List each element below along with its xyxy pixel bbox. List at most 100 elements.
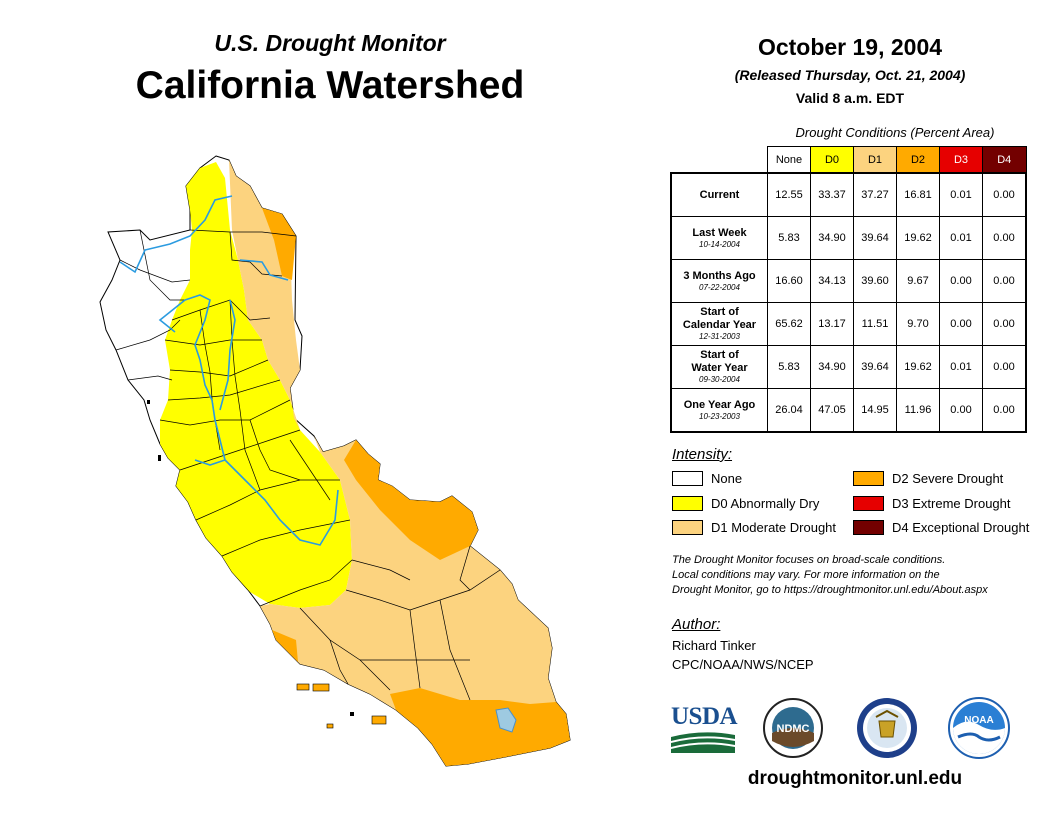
map-subtitle: U.S. Drought Monitor (214, 30, 446, 56)
table-cell: 47.05 (810, 388, 854, 433)
table-row: One Year Ago 10-23-2003 26.04 47.05 14.95 11.… (670, 388, 1027, 433)
table-cell: 0.00 (982, 345, 1027, 389)
island (312, 683, 330, 692)
map-title: California Watershed (135, 64, 525, 107)
row-label: Start of Water Year 09-30-2004 (670, 345, 768, 389)
d2-region-coast (272, 630, 298, 662)
table-cell: 0.00 (939, 388, 983, 433)
row-label: 3 Months Ago 07-22-2004 (670, 259, 768, 303)
table-cell: 11.51 (853, 302, 897, 346)
ndmc-logo: NDMC (763, 698, 823, 758)
row-date: 07-22-2004 (699, 282, 740, 292)
table-cell: 19.62 (896, 216, 940, 260)
usda-stripes-icon (671, 732, 735, 753)
legend-swatch (672, 520, 703, 535)
row-label: Last Week 10-14-2004 (670, 216, 768, 260)
table-cell: 9.67 (896, 259, 940, 303)
legend-item-d4: D4 Exceptional Drought (853, 520, 1029, 535)
table-cell: 37.27 (853, 172, 897, 217)
usda-logo: USDA (671, 703, 738, 758)
commerce-seal-icon (857, 698, 917, 758)
legend-swatch (853, 471, 884, 486)
col-header-d1: D1 (853, 146, 897, 174)
table-cell: 0.00 (939, 302, 983, 346)
author-org: CPC/NOAA/NWS/NCEP (672, 657, 814, 672)
table-cell: 34.90 (810, 216, 854, 260)
table-cell: 0.01 (939, 216, 983, 260)
table-row: Start of Water Year 09-30-2004 5.83 34.90 39.… (670, 345, 1027, 389)
island (350, 712, 354, 716)
row-label: Current (670, 172, 768, 217)
author-name: Richard Tinker (672, 638, 756, 653)
legend-item-d2: D2 Severe Drought (853, 471, 1003, 486)
table-body: Current 12.55 33.37 37.27 16.81 0.01 0.00 Last … (670, 172, 1027, 433)
table-cell: 5.83 (767, 216, 811, 260)
table-cell: 26.04 (767, 388, 811, 433)
table-caption: Drought Conditions (Percent Area) (795, 125, 995, 140)
row-date: 12-31-2003 (699, 332, 740, 341)
row-date: 09-30-2004 (699, 375, 740, 384)
table-cell: 5.83 (767, 345, 811, 389)
legend-item-none: None (672, 471, 742, 486)
table-cell: 0.00 (982, 388, 1027, 433)
svg-text:NOAA: NOAA (964, 715, 993, 726)
river-feather (219, 299, 236, 411)
table-cell: 39.64 (853, 345, 897, 389)
table-cell: 13.17 (810, 302, 854, 346)
release-date: (Released Thursday, Oct. 21, 2004) (734, 67, 966, 83)
table-cell: 16.60 (767, 259, 811, 303)
d2-region-south (390, 688, 570, 766)
table-cell: 0.00 (982, 216, 1027, 260)
noaa-logo: NOAA (948, 697, 1010, 759)
drought-monitor-note: The Drought Monitor focuses on broad-sca… (672, 554, 988, 596)
table-cell: 12.55 (767, 172, 811, 217)
legend-item-d1: D1 Moderate Drought (672, 520, 836, 535)
legend-swatch (853, 496, 884, 511)
table-cell: 34.90 (810, 345, 854, 389)
legend-swatch (853, 520, 884, 535)
river-klamath (119, 195, 233, 274)
author-title: Author: (672, 616, 721, 633)
legend-item-d0: D0 Abnormally Dry (672, 496, 819, 511)
table-corner (671, 147, 768, 174)
map-date: October 19, 2004 (757, 34, 943, 60)
legend-item-d3: D3 Extreme Drought (853, 496, 1011, 511)
table-row: Current 12.55 33.37 37.27 16.81 0.01 0.00 (670, 172, 1027, 217)
col-header-d4: D4 (982, 146, 1027, 174)
website-url[interactable]: droughtmonitor.unl.edu (747, 768, 963, 789)
table-cell: 0.00 (982, 172, 1027, 217)
row-date: 10-23-2003 (699, 411, 740, 421)
d0-region (160, 162, 352, 608)
table-cell: 33.37 (810, 172, 854, 217)
table-cell: 9.70 (896, 302, 940, 346)
table-cell: 19.62 (896, 345, 940, 389)
svg-text:NDMC: NDMC (777, 723, 810, 735)
d1-region-south (260, 436, 570, 766)
table-row: 3 Months Ago 07-22-2004 16.60 34.13 39.60 9.6… (670, 259, 1027, 303)
row-label: One Year Ago 10-23-2003 (670, 388, 768, 433)
table-row: Last Week 10-14-2004 5.83 34.90 39.64 19.62 0.… (670, 216, 1027, 260)
d2-region-east (344, 440, 478, 560)
table-cell: 0.00 (982, 259, 1027, 303)
island (371, 715, 387, 725)
row-date: 10-14-2004 (699, 239, 740, 249)
table-cell: 11.96 (896, 388, 940, 433)
d2-region-ne (262, 208, 296, 280)
table-cell: 34.13 (810, 259, 854, 303)
row-label: Start of Calendar Year 12-31-2003 (670, 302, 768, 346)
table-header-row: None D0 D1 D2 D3 D4 (671, 146, 1027, 174)
island (326, 723, 334, 729)
table-cell: 39.60 (853, 259, 897, 303)
island (158, 455, 161, 461)
island (296, 683, 310, 691)
river-san-joaquin (224, 459, 339, 546)
salton-sea (495, 707, 517, 733)
table-cell: 0.00 (982, 302, 1027, 346)
col-header-d3: D3 (939, 146, 983, 174)
table-cell: 0.00 (939, 259, 983, 303)
table-cell: 14.95 (853, 388, 897, 433)
river-trib (158, 299, 186, 333)
island (147, 400, 150, 404)
legend-title: Intensity: (672, 446, 733, 463)
river-pit (239, 259, 289, 281)
